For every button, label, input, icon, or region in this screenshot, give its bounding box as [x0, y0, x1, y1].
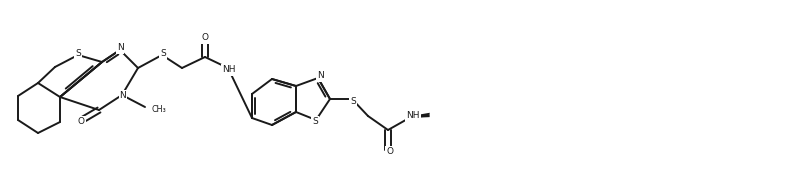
Text: O: O: [78, 118, 84, 127]
Text: N: N: [120, 92, 126, 100]
Text: S: S: [160, 49, 166, 58]
Text: NH: NH: [407, 112, 420, 121]
Text: N: N: [317, 71, 323, 80]
Text: S: S: [350, 96, 356, 105]
Text: S: S: [75, 49, 81, 58]
Text: O: O: [202, 33, 208, 42]
Text: NH: NH: [407, 111, 420, 120]
Text: O: O: [386, 147, 394, 156]
Text: CH₃: CH₃: [152, 105, 167, 115]
Text: S: S: [312, 118, 318, 127]
Text: NH: NH: [222, 65, 236, 74]
Text: N: N: [117, 43, 123, 52]
